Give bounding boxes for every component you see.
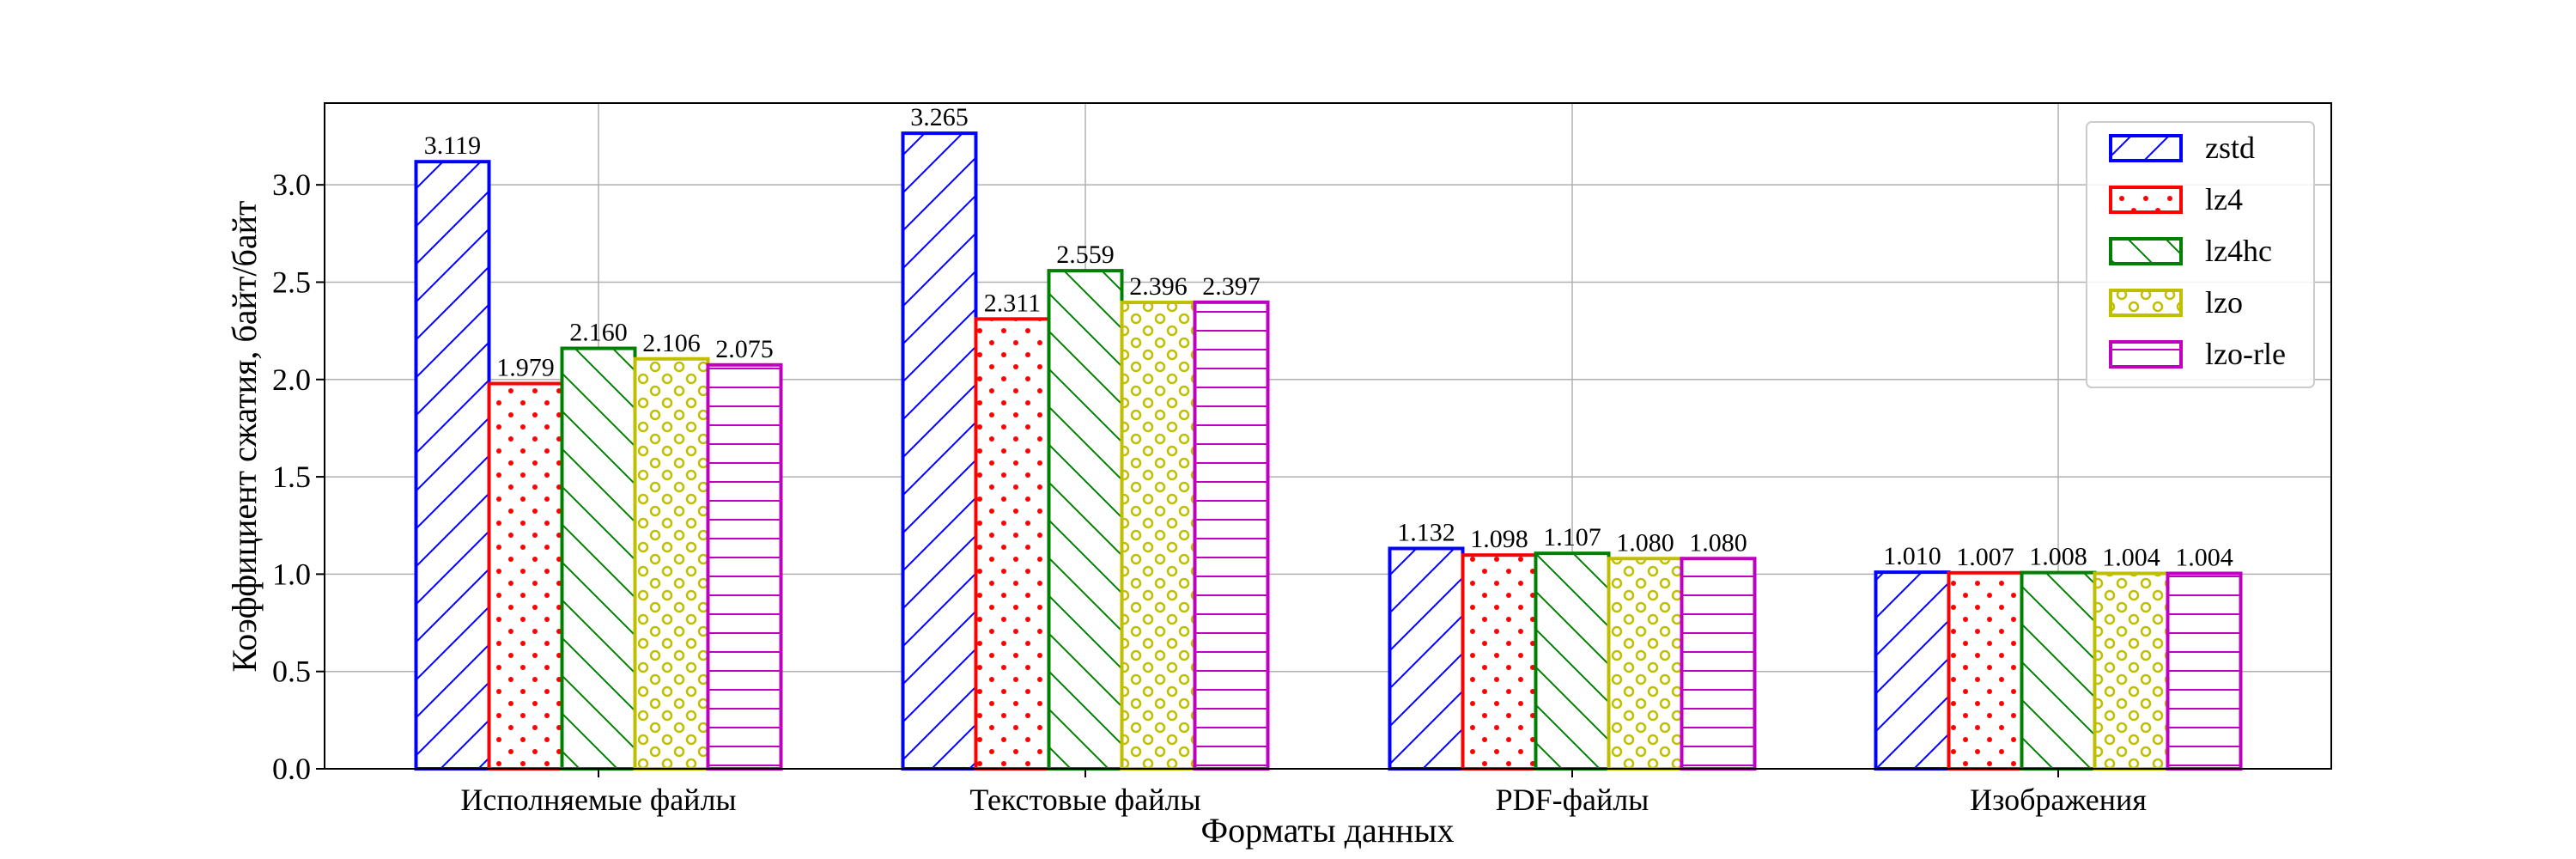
bar-value-label: 1.007 (1956, 543, 2014, 571)
x-tick-label: Текстовые файлы (969, 783, 1200, 817)
legend-label-zstd: zstd (2205, 131, 2255, 165)
bar-lzo-rle-0 (706, 362, 783, 771)
bar-value-label: 1.004 (2175, 543, 2233, 571)
legend-label-lz4: lz4 (2205, 182, 2243, 216)
bar-lzo-rle-3 (2166, 571, 2243, 771)
y-axis-title: Коэффициент сжатия, байт/байт (225, 200, 264, 672)
bar-value-label: 2.396 (1129, 272, 1188, 301)
x-tick-label: Изображения (1970, 783, 2147, 817)
bar-lzo-rle-2 (1680, 557, 1757, 771)
y-tick-label: 0.5 (272, 655, 311, 689)
bar-zstd-1 (901, 131, 978, 771)
bar-lzo-0 (633, 356, 710, 771)
legend-label-lzo-rle: lzo-rle (2205, 337, 2286, 371)
y-tick-label: 0.0 (272, 752, 311, 786)
bar-value-label: 2.160 (569, 319, 628, 347)
y-tick-label: 1.5 (272, 460, 311, 494)
bar-value-label: 1.008 (2029, 543, 2087, 571)
bar-lz4hc-3 (2020, 570, 2097, 771)
bar-value-label: 1.004 (2102, 543, 2160, 571)
bar-value-label: 2.559 (1056, 241, 1115, 269)
bar-lzo-2 (1607, 557, 1684, 771)
x-axis-title: Форматы данных (1201, 811, 1455, 850)
legend-swatch-lz4hc (2109, 237, 2183, 265)
value-labels: 3.119 3.265 1.132 1.010 1.979 2.311 1.098 1.007… (424, 103, 2233, 571)
bar-lz4hc-0 (560, 346, 637, 771)
y-tick-label: 2.0 (272, 362, 311, 397)
bar-lzo-3 (2093, 571, 2170, 771)
bar-value-label: 1.080 (1689, 528, 1747, 557)
legend-label-lzo: lzo (2205, 285, 2243, 320)
bar-value-label: 3.265 (910, 103, 969, 131)
y-axis: 0.0 0.5 1.0 1.5 2.0 2.5 3.0 (272, 168, 325, 786)
bar-lzo-1 (1120, 301, 1197, 771)
bar-zstd-3 (1874, 570, 1951, 771)
bar-lz4-3 (1947, 570, 2024, 771)
bar-lz4hc-1 (1047, 269, 1124, 771)
bar-lz4hc-2 (1534, 551, 1611, 771)
bar-value-label: 2.397 (1202, 272, 1261, 301)
legend-label-lz4hc: lz4hc (2205, 234, 2272, 268)
bar-value-label: 1.979 (496, 354, 555, 382)
y-tick-label: 1.0 (272, 557, 311, 591)
x-tick-label: Исполняемые файлы (460, 783, 736, 817)
y-tick-label: 2.5 (272, 265, 311, 299)
bar-value-label: 1.080 (1616, 528, 1674, 557)
legend: zstd lz4 lz4hc lzo lzo-rle (2086, 121, 2315, 388)
legend-swatch-lzo (2109, 289, 2183, 317)
bar-value-label: 1.132 (1397, 518, 1455, 546)
bar-value-label: 2.311 (984, 289, 1041, 317)
bar-value-label: 2.106 (642, 329, 701, 357)
bar-value-label: 3.119 (424, 131, 481, 160)
bar-value-label: 2.075 (715, 335, 774, 363)
bar-lzo-rle-1 (1193, 300, 1270, 771)
bar-zstd-2 (1388, 546, 1465, 771)
bar-value-label: 1.098 (1470, 525, 1528, 553)
bar-lz4-0 (487, 381, 564, 771)
x-axis: Исполняемые файлы Текстовые файлы PDF-файл… (460, 769, 2147, 817)
x-tick-label: PDF-файлы (1496, 783, 1649, 817)
legend-swatch-zstd (2109, 134, 2183, 162)
bar-lz4-2 (1461, 553, 1538, 771)
bar-value-label: 1.010 (1883, 542, 1941, 570)
bar-lz4-1 (974, 317, 1051, 771)
bar-value-label: 1.107 (1543, 523, 1601, 551)
legend-swatch-lzo-rle (2109, 340, 2183, 369)
bar-zstd-0 (414, 160, 491, 771)
bars (414, 131, 2243, 771)
y-tick-label: 3.0 (272, 168, 311, 202)
legend-swatch-lz4 (2109, 186, 2183, 214)
plot-frame (324, 102, 2332, 770)
